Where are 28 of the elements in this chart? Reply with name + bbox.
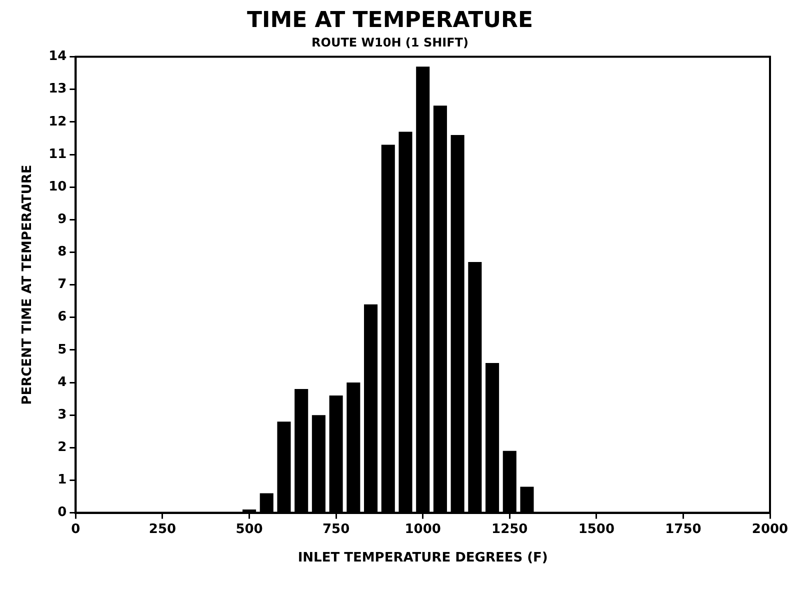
x-tick-label: 250 <box>148 522 176 537</box>
y-tick-label: 8 <box>58 244 67 260</box>
y-tick-label: 5 <box>58 342 67 358</box>
x-axis-title: INLET TEMPERATURE DEGREES (F) <box>298 550 548 566</box>
x-tick-label: 1250 <box>492 522 528 537</box>
x-tick-label: 1000 <box>404 522 441 537</box>
y-tick-label: 9 <box>58 212 67 228</box>
x-tick-label: 1500 <box>578 522 615 537</box>
x-tick-label: 0 <box>71 522 80 537</box>
y-tick-label: 14 <box>48 49 67 64</box>
y-tick-label: 12 <box>48 114 67 130</box>
x-tick-label: 2000 <box>752 522 788 537</box>
y-tick-label: 0 <box>58 505 67 520</box>
x-tick-label: 500 <box>236 522 263 537</box>
y-tick-label: 13 <box>48 82 67 97</box>
y-tick-label: 4 <box>58 374 67 390</box>
y-axis-title: PERCENT TIME AT TEMPERATURE <box>20 164 36 405</box>
chart-title: TIME AT TEMPERATURE <box>247 8 533 33</box>
x-tick-label: 1750 <box>665 522 702 537</box>
y-tick-label: 11 <box>48 146 67 162</box>
y-tick-label: 6 <box>58 310 67 325</box>
y-tick-label: 7 <box>58 277 67 292</box>
y-tick-label: 1 <box>58 472 67 488</box>
y-tick-label: 3 <box>58 407 67 422</box>
y-tick-label: 10 <box>48 179 67 194</box>
y-tick-label: 2 <box>58 440 67 456</box>
chart-subtitle: ROUTE W10H (1 SHIFT) <box>312 36 468 50</box>
x-tick-label: 750 <box>322 522 350 537</box>
